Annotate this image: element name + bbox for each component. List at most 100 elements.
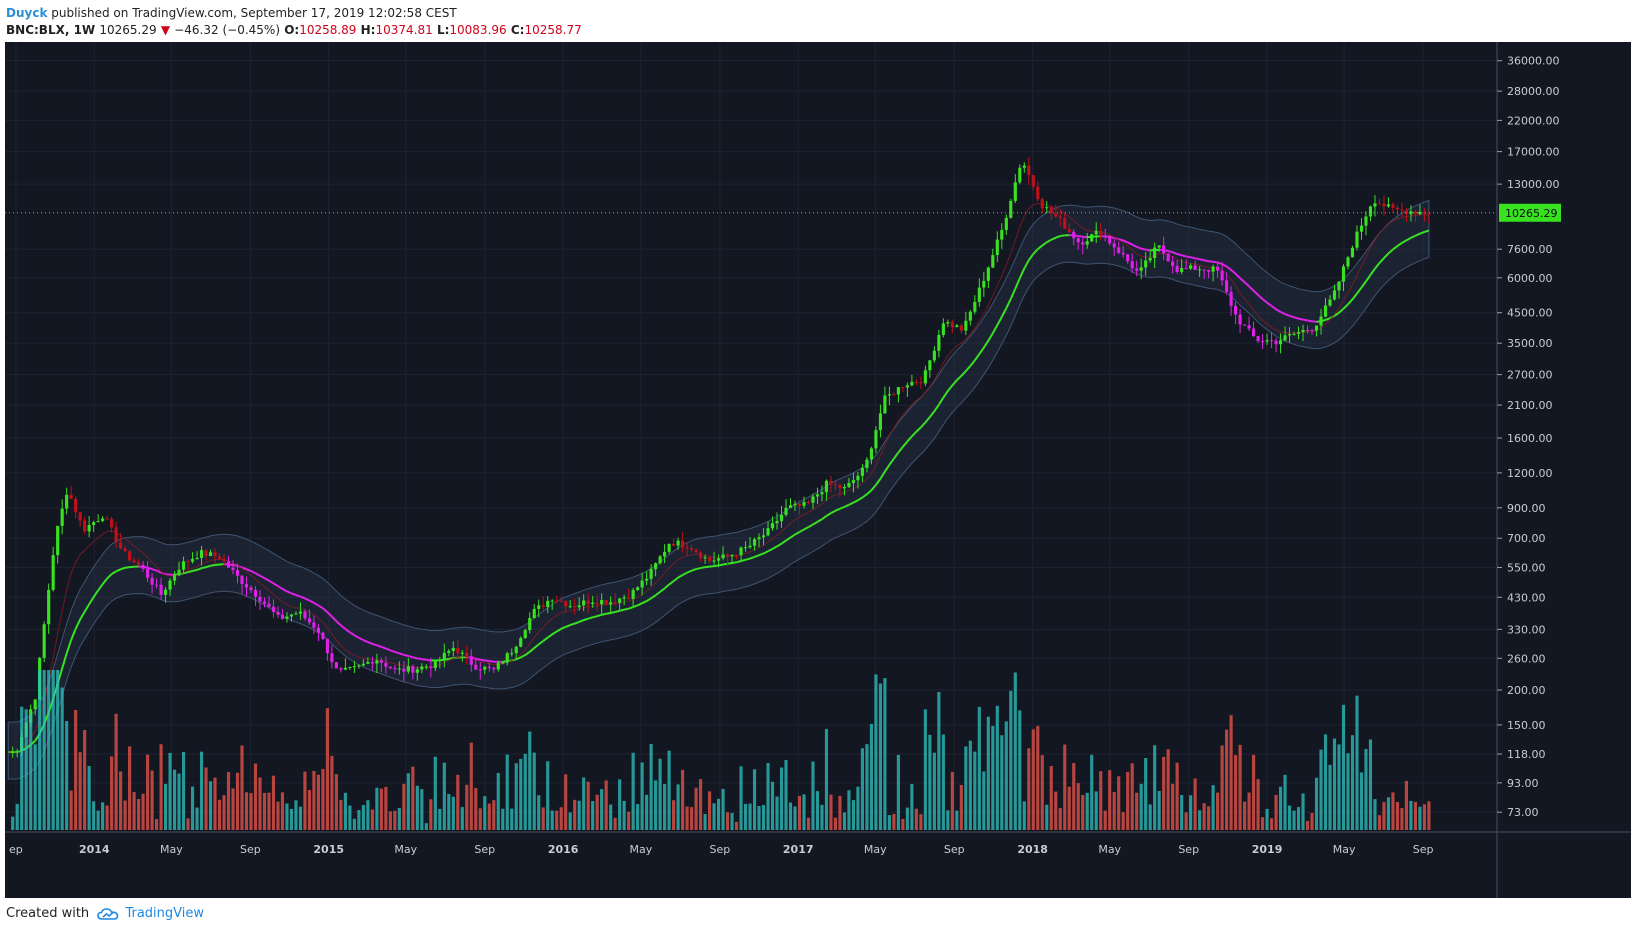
y-tick-label: 150.00 [1507,719,1546,732]
last-price: 10265.29 [99,23,157,37]
trend-line-segment [399,652,405,656]
candle-body [42,624,46,658]
chart-panel[interactable]: 36000.00 28000.00 22000.00 17000.00 13000.00… [5,42,1631,898]
volume-bar [685,806,689,830]
candle-body [829,480,833,485]
candle-body [501,662,505,664]
trend-line-segment [569,622,576,627]
candle-body [892,394,896,396]
volume-bar [766,762,770,830]
trend-line-segment [1172,251,1178,255]
volume-bar [573,799,577,830]
trend-line-segment [924,416,931,424]
trend-line-segment [358,636,364,642]
tradingview-brand[interactable]: TradingView [125,906,204,921]
trend-line-segment [412,656,418,660]
volume-bar [146,754,150,830]
trend-line-segment [807,523,814,528]
candle-body [559,600,563,602]
candle-body [1081,242,1085,245]
volume-bar [469,742,473,830]
trend-line-segment [381,645,387,650]
volume-bar [478,808,482,830]
volume-bar [761,805,766,830]
trend-line-segment [1415,232,1421,237]
candle-body [231,567,235,571]
candle-body [564,601,568,607]
candle-body [1189,265,1193,269]
trend-line-segment [1383,252,1390,259]
volume-bar [973,751,977,830]
volume-bar [101,802,105,830]
candle-body [1404,210,1409,215]
volume-bar [887,815,891,830]
candle-body [312,622,316,628]
volume-bar [1171,783,1175,830]
trend-line-segment [83,603,90,613]
candle-body [487,666,491,668]
volume-bar [721,788,725,830]
volume-bar [964,746,968,830]
y-tick-label: 1600.00 [1507,432,1553,445]
candle-body [748,545,752,548]
price-tag-label: 10265.29 [1505,207,1558,220]
candle-body [514,646,518,654]
volume-bar [244,792,249,830]
candle-body [478,669,482,671]
volume-bar [1144,758,1148,830]
volume-bar [128,746,132,830]
volume-bar [982,771,986,830]
candle-body [469,656,473,665]
trend-line-segment [376,644,382,648]
candle-body [1368,206,1373,217]
x-tick-label: 2019 [1252,843,1283,856]
chart-svg[interactable]: 36000.00 28000.00 22000.00 17000.00 13000.00… [5,42,1631,898]
candle-body [1013,182,1017,201]
candle-body [96,520,100,523]
trend-line-segment [97,583,104,592]
y-tick-label: 73.00 [1507,806,1539,819]
trend-line-segment [960,370,967,377]
candle-body [649,569,653,579]
trend-line-segment [484,659,490,662]
trend-line-segment [281,588,288,593]
trend-line-segment [1243,281,1250,288]
candle-body [645,578,649,581]
candle-body [793,503,797,506]
published-text: published on TradingView.com, September … [51,6,457,20]
volume-bar [253,763,258,830]
volume-bar [307,790,312,830]
symbol-line: BNC:BLX, 1W 10265.29 ▼ −46.32 (−0.45%) O… [6,23,582,37]
trend-line-segment [515,656,522,661]
volume-bar [842,812,847,830]
candle-body [806,502,811,504]
volume-bar [1274,794,1278,830]
author-link[interactable]: Duyck [6,6,48,20]
price-chart[interactable]: 36000.00 28000.00 22000.00 17000.00 13000.00… [5,42,1631,898]
candle-body [721,554,725,559]
volume-bar [1283,774,1287,830]
volume-bar [748,803,752,830]
candle-body [1202,269,1206,271]
volume-bar [654,780,658,830]
candle-body [213,552,217,557]
candle-body [869,448,873,460]
volume-bar [1355,695,1359,830]
x-tick-label: Sep [1178,843,1199,856]
candle-body [204,550,208,557]
low-value: 10083.96 [449,23,507,37]
trend-line-segment [120,566,126,571]
volume-bar [1099,771,1103,830]
trend-line-segment [165,573,171,576]
symbol-label[interactable]: BNC:BLX, 1W [6,23,96,37]
trend-line-segment [183,571,189,575]
volume-bar [1085,792,1089,830]
candle-body [1076,238,1080,243]
volume-bar [878,683,882,830]
y-tick-label: 4500.00 [1507,307,1553,320]
trend-line-segment [767,547,773,553]
candle-body [824,480,829,493]
candle-body [1346,257,1350,267]
trend-line-segment [866,489,873,495]
x-tick-label: May [160,843,183,856]
